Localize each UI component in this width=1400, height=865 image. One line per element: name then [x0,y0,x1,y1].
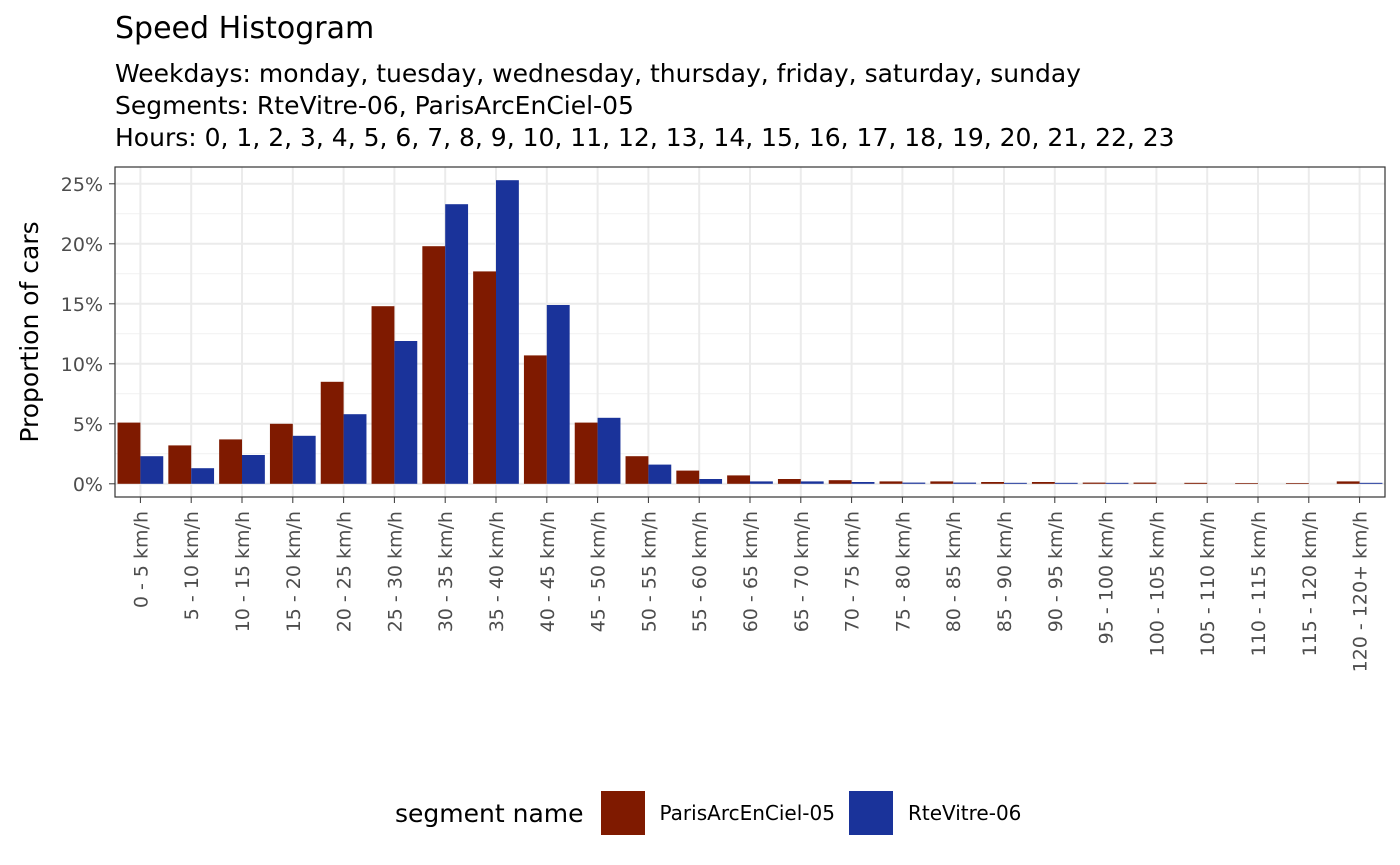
bar [699,479,723,484]
bar [343,414,367,484]
x-tick-label: 45 - 50 km/h [588,511,610,632]
y-axis-title: Proportion of cars [15,221,44,442]
bar [930,481,954,484]
bar [1359,482,1383,484]
bar [140,456,164,484]
x-tick-label: 75 - 80 km/h [892,511,914,632]
x-tick-label: 100 - 105 km/h [1146,511,1168,656]
bar [219,439,242,484]
x-tick-label: 90 - 95 km/h [1045,511,1067,632]
legend-item-parisarcenciel: ParisArcEnCiel-05 [600,791,835,835]
legend-key-parisarcenciel [600,791,645,835]
bar [496,180,519,484]
bar [828,480,852,484]
x-tick-label: 70 - 75 km/h [842,511,864,632]
subtitle-weekdays: Weekdays: monday, tuesday, wednesday, th… [115,59,1081,88]
y-tick-label: 25% [61,174,103,196]
legend: segment name ParisArcEnCiel-05 RteVitre-… [395,791,1035,835]
bar [1105,482,1129,484]
bar [1031,482,1055,484]
bar [727,475,750,484]
x-tick-label: 5 - 10 km/h [181,511,203,620]
x-tick-label: 80 - 85 km/h [943,511,965,632]
bar [242,455,265,484]
x-tick-label: 55 - 60 km/h [689,511,711,632]
x-tick-label: 15 - 20 km/h [283,511,305,632]
x-tick-label: 105 - 110 km/h [1197,511,1219,656]
x-tick-label: 50 - 55 km/h [638,511,660,632]
bar [269,423,293,484]
bar [879,481,903,484]
bar [750,481,773,484]
bar [168,445,192,484]
bar [1285,483,1309,484]
x-tick-label: 85 - 90 km/h [994,511,1016,632]
bar [1235,483,1258,484]
bar [1082,482,1106,484]
legend-label-parisarcenciel: ParisArcEnCiel-05 [659,801,835,825]
bar [371,306,395,484]
bar [953,482,977,484]
x-tick-label: 10 - 15 km/h [232,511,254,632]
subtitle-segments: Segments: RteVitre-06, ParisArcEnCiel-05 [115,91,634,120]
bar [981,482,1004,484]
bar [1054,482,1078,484]
bar [292,435,316,484]
bar [574,422,598,484]
bar [777,479,801,484]
bar [1184,482,1208,484]
x-tick-label: 0 - 5 km/h [130,511,152,608]
x-tick-label: 30 - 35 km/h [435,511,457,632]
x-tick-label: 25 - 30 km/h [384,511,406,632]
chart-title: Speed Histogram [115,11,375,46]
bar [523,355,547,484]
bar [648,464,672,484]
legend-item-rtevitre: RteVitre-06 [848,791,1022,835]
x-tick-label: 95 - 100 km/h [1096,511,1118,644]
legend-key-rtevitre [848,791,893,835]
bar [320,381,344,484]
x-tick-label: 115 - 120 km/h [1299,511,1321,656]
x-tick-label: 110 - 115 km/h [1248,511,1270,656]
bar [422,246,446,484]
y-tick-label: 0% [73,474,103,496]
bar [800,481,824,484]
x-tick-label: 40 - 45 km/h [537,511,559,632]
bar [1336,481,1360,484]
bar [473,271,496,484]
x-tick-label: 65 - 70 km/h [791,511,813,632]
y-tick-label: 15% [61,294,103,316]
legend-label-rtevitre: RteVitre-06 [907,801,1022,825]
y-tick-label: 10% [61,354,103,376]
legend-title: segment name [395,798,584,828]
x-tick-label: 60 - 65 km/h [740,511,762,632]
bar [851,482,875,484]
bar [445,204,469,484]
bar [117,422,141,484]
x-tick-label: 120 - 120+ km/h [1350,511,1372,672]
bar [1004,482,1027,484]
panel-border [114,166,1386,498]
y-tick-label: 5% [73,414,103,436]
bar [546,305,570,484]
y-tick-label: 20% [61,234,103,256]
bar [625,456,649,484]
subtitle-hours: Hours: 0, 1, 2, 3, 4, 5, 6, 7, 8, 9, 10,… [115,123,1175,152]
bar [1133,482,1157,484]
x-tick-label: 20 - 25 km/h [334,511,356,632]
histogram-plot: 0% 5% 10% 15% 20% 25% 0 - 5 km/h 5 - 10 km/h 10 … [15,166,1386,672]
bar [902,482,926,484]
x-tick-label: 35 - 40 km/h [486,511,508,632]
bar [597,417,621,484]
bar [191,468,215,484]
bar [676,470,700,484]
bar [394,341,418,484]
